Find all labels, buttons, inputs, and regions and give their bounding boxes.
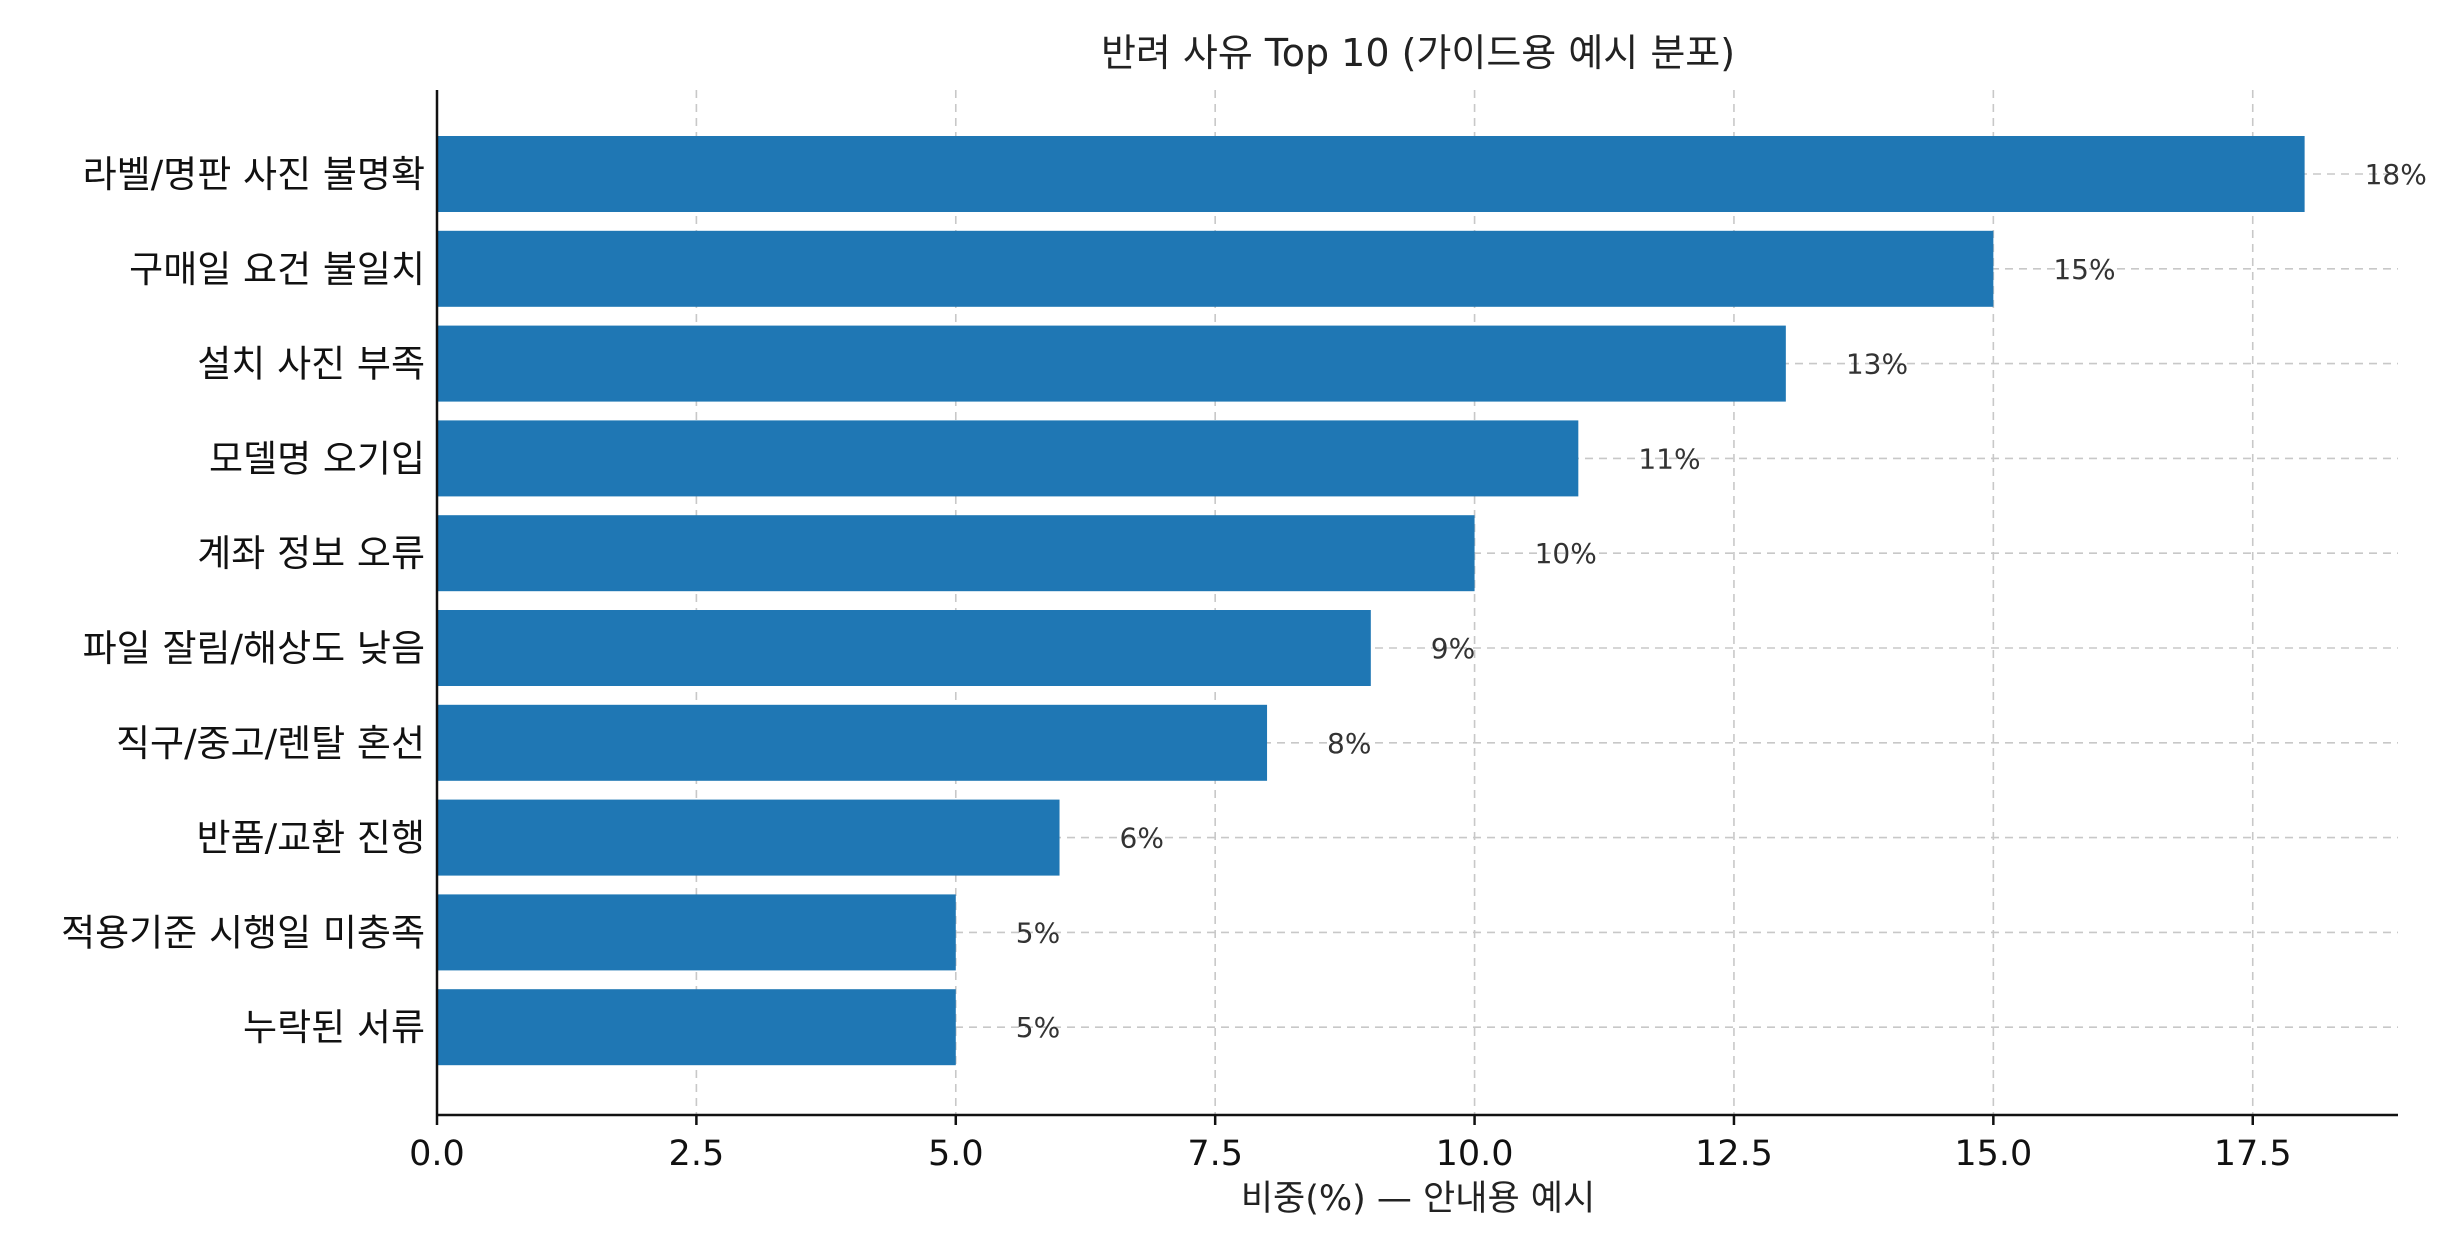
chart-title: 반려 사유 Top 10 (가이드용 예시 분포) [1101, 31, 1735, 75]
x-tick-label: 10.0 [1436, 1134, 1514, 1174]
bar [437, 799, 1060, 876]
bar [437, 136, 2305, 212]
bar [437, 230, 1994, 307]
data-labels: 18% 15% 13% 11% 10% 9% 8% 6% 5% 5% [1016, 158, 2427, 1044]
category-label: 모델명 오기입 [209, 437, 425, 480]
category-label: 누락된 서류 [243, 1006, 425, 1049]
x-axis-ticks: 0.0 2.5 5.0 7.5 10.0 12.5 15.0 17.5 [409, 1115, 2292, 1174]
x-tick-label: 7.5 [1187, 1134, 1243, 1174]
bar [437, 515, 1475, 592]
category-label: 직구/중고/렌탈 혼선 [116, 722, 425, 765]
bar [437, 704, 1268, 781]
bar-value-label: 13% [1846, 348, 1908, 381]
x-tick-label: 17.5 [2214, 1134, 2292, 1174]
bar-value-label: 18% [2365, 158, 2427, 191]
x-tick-label: 15.0 [1954, 1134, 2032, 1174]
bar-value-label: 5% [1016, 916, 1060, 949]
bar [437, 894, 956, 971]
x-tick-label: 0.0 [409, 1134, 465, 1174]
bars [437, 136, 2305, 1066]
x-tick-label: 12.5 [1695, 1134, 1773, 1174]
bar [437, 989, 956, 1066]
category-label: 파일 잘림/해상도 낮음 [83, 627, 425, 670]
bar [437, 610, 1371, 686]
category-label: 계좌 정보 오류 [197, 532, 425, 575]
bar-value-label: 5% [1016, 1011, 1060, 1044]
bar-value-label: 8% [1327, 727, 1371, 760]
category-label: 설치 사진 부족 [197, 343, 425, 386]
category-label: 반품/교환 진행 [197, 817, 425, 860]
bar-value-label: 6% [1120, 822, 1164, 855]
bar [437, 420, 1579, 497]
bar-value-label: 10% [1535, 537, 1597, 570]
category-label: 적용기준 시행일 미충족 [61, 911, 425, 954]
bar [437, 325, 1786, 402]
x-tick-label: 5.0 [928, 1134, 984, 1174]
category-label: 구매일 요건 불일치 [129, 248, 425, 291]
x-tick-label: 2.5 [669, 1134, 725, 1174]
bar-value-label: 11% [1638, 442, 1700, 475]
category-label: 라벨/명판 사진 불명확 [83, 153, 425, 196]
x-axis-title: 비중(%) — 안내용 예시 [1241, 1179, 1595, 1219]
bar-value-label: 9% [1431, 632, 1475, 665]
bar-value-label: 15% [2053, 253, 2115, 286]
